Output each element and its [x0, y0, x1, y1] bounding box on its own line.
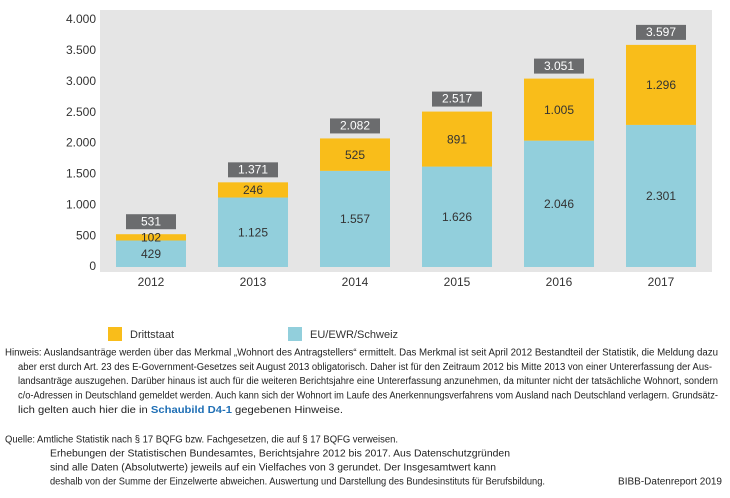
- bar-segment: [320, 170, 390, 267]
- value-label: 1.296: [646, 78, 676, 92]
- note-part: gegebenen Hinweise.: [232, 405, 343, 416]
- source-line: Erhebungen der Statistischen Bundesamtes…: [50, 449, 510, 460]
- note-line: aber erst durch Art. 23 des E-Government…: [18, 362, 712, 373]
- y-tick-label: 4.000: [66, 12, 96, 26]
- value-label: 102: [141, 231, 161, 245]
- plot-background: [100, 10, 712, 272]
- total-box: [330, 118, 380, 134]
- total-box: [534, 58, 584, 74]
- total-box: [636, 24, 686, 40]
- legend-swatch: [288, 327, 302, 341]
- value-label: 1.125: [238, 225, 268, 239]
- bar-segment: [320, 138, 390, 171]
- bar-segment: [116, 240, 186, 267]
- bar-segment: [524, 140, 594, 267]
- bar-segment: [422, 111, 492, 167]
- legend-label: EU/EWR/Schweiz: [310, 329, 398, 341]
- value-label: 246: [243, 183, 263, 197]
- value-label: 1.557: [340, 212, 370, 226]
- total-label: 531: [141, 214, 161, 228]
- bar-segment: [218, 182, 288, 198]
- value-label: 1.005: [544, 103, 574, 117]
- value-label: 2.301: [646, 189, 676, 203]
- legend-swatch: [108, 327, 122, 341]
- source-line: Quelle: Amtliche Statistik nach § 17 BQF…: [5, 435, 398, 446]
- total-label: 2.517: [442, 92, 472, 106]
- total-label: 1.371: [238, 163, 268, 177]
- total-label: 3.051: [544, 59, 574, 73]
- value-label: 429: [141, 247, 161, 261]
- y-tick-label: 0: [89, 259, 96, 273]
- total-box: [228, 162, 278, 178]
- bar-segment: [626, 44, 696, 125]
- note-line: Hinweis: Auslandsanträge werden über das…: [5, 348, 718, 359]
- x-tick-label: 2015: [444, 275, 471, 289]
- bar-segment: [524, 78, 594, 141]
- bar-segment: [626, 124, 696, 268]
- link: Schaubild D4-1: [151, 405, 233, 416]
- credit: BIBB-Datenreport 2019: [618, 477, 722, 488]
- x-tick-label: 2016: [546, 275, 573, 289]
- source-line: deshalb von der Summe der Einzelwerte ab…: [50, 477, 545, 488]
- y-tick-label: 3.500: [66, 43, 96, 57]
- y-tick-label: 2.500: [66, 105, 96, 119]
- x-tick-label: 2014: [342, 275, 369, 289]
- total-box: [432, 91, 482, 107]
- x-tick-label: 2012: [138, 275, 165, 289]
- total-label: 2.082: [340, 119, 370, 133]
- value-label: 1.626: [442, 210, 472, 224]
- y-tick-label: 1.000: [66, 197, 96, 211]
- bar-segment: [218, 197, 288, 267]
- bar-segment: [116, 234, 186, 241]
- x-tick-label: 2013: [240, 275, 267, 289]
- note-part: lich gelten auch hier die in: [18, 405, 151, 416]
- value-label: 525: [345, 148, 365, 162]
- note-line: landsanträge auszugehen. Darüber hinaus …: [18, 376, 718, 387]
- y-tick-label: 3.000: [66, 74, 96, 88]
- note-line: c/o-Adressen in Deutschland gemeldet wer…: [18, 391, 718, 402]
- x-tick-label: 2017: [648, 275, 675, 289]
- y-tick-label: 1.500: [66, 167, 96, 181]
- note-line: lich gelten auch hier die in Schaubild D…: [18, 405, 343, 416]
- y-tick-label: 2.000: [66, 136, 96, 150]
- source-line: sind alle Daten (Absolutwerte) jeweils a…: [50, 463, 496, 474]
- value-label: 2.046: [544, 197, 574, 211]
- total-box: [126, 214, 176, 230]
- total-label: 3.597: [646, 25, 676, 39]
- legend-label: Drittstaat: [130, 329, 174, 341]
- value-label: 891: [447, 132, 467, 146]
- y-tick-label: 500: [76, 228, 96, 242]
- bar-segment: [422, 166, 492, 267]
